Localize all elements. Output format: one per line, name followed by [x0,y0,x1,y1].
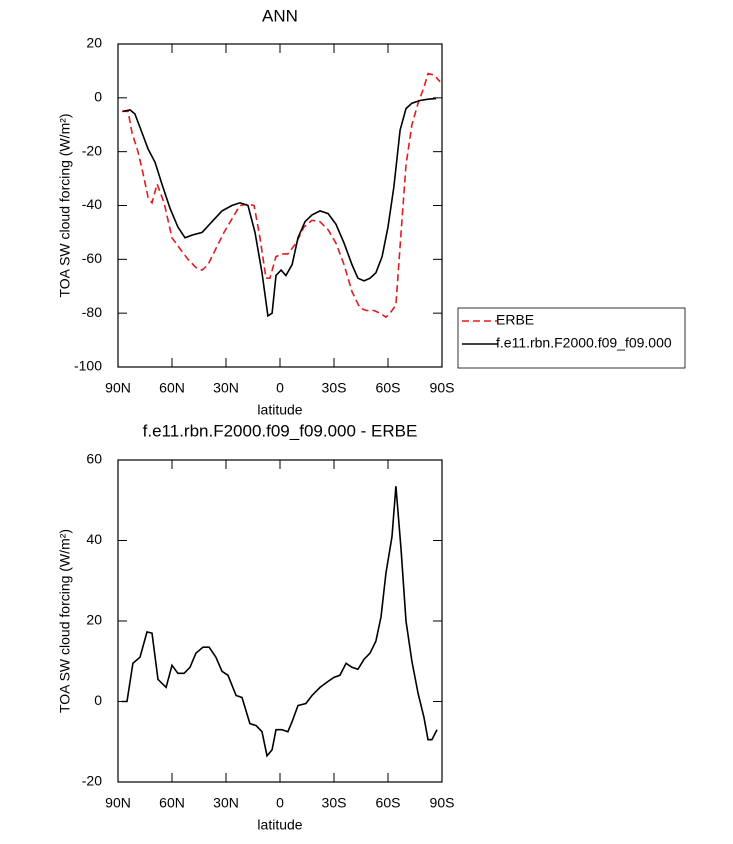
x-tick-label: 90N [105,795,131,811]
x-tick-label: 0 [276,795,284,811]
line-series [122,72,441,319]
x-tick-label: 60N [159,795,185,811]
y-axis-label: TOA SW cloud forcing (W/m²) [57,529,73,713]
x-tick-label: 30N [213,795,239,811]
chart-title: f.e11.rbn.F2000.f09_f09.000 - ERBE [143,421,418,440]
x-tick-label: 30S [322,795,347,811]
x-axis-label: latitude [257,402,302,418]
y-axis-label: TOA SW cloud forcing (W/m²) [57,113,73,297]
x-tick-label: 30N [213,380,239,396]
legend-label: ERBE [496,312,534,328]
x-axis-label: latitude [257,817,302,833]
x-tick-label: 0 [276,380,284,396]
x-tick-label: 90S [430,380,455,396]
y-tick-label: 0 [94,89,102,105]
y-tick-label: -20 [82,142,102,158]
x-tick-label: 60S [376,380,401,396]
line-series [122,97,437,318]
x-tick-label: 90N [105,380,131,396]
y-tick-label: 20 [86,35,102,51]
y-tick-label: 40 [86,531,102,547]
legend-label: f.e11.rbn.F2000.f09_f09.000 [496,335,672,351]
line-series [122,486,438,758]
y-tick-label: -80 [82,304,102,320]
x-tick-label: 60S [376,795,401,811]
y-tick-label: -60 [82,250,102,266]
y-tick-label: -20 [82,773,102,789]
y-tick-label: -100 [74,358,102,374]
y-tick-label: 60 [86,451,102,467]
plot-frame [117,459,443,783]
y-tick-label: 20 [86,612,102,628]
plot-frame [117,43,443,368]
chart-title: ANN [262,6,298,25]
x-tick-label: 60N [159,380,185,396]
x-tick-label: 30S [322,380,347,396]
legend-box [457,307,686,369]
y-tick-label: 0 [94,692,102,708]
x-tick-label: 90S [430,795,455,811]
y-tick-label: -40 [82,196,102,212]
